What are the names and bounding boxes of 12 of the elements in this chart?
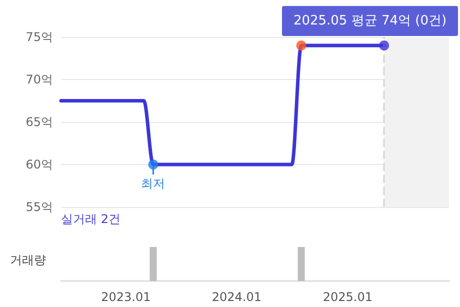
annotation: 2025.05 평균 74억 (0건) [293, 14, 447, 28]
y-tick-label: 55억 [26, 200, 53, 214]
y-tick-label: 60억 [26, 158, 53, 172]
y-tick-label: 70억 [26, 72, 53, 86]
y-tick-label: 75억 [26, 30, 53, 44]
text: 실거래 2건 [61, 212, 120, 226]
x-tick-label: 2024.01 [212, 290, 262, 304]
y-axis-title: 거래량 [10, 253, 46, 267]
x-tick-label: 2023.01 [101, 290, 151, 304]
annotation: 최저 [141, 176, 166, 190]
x-tick-label: 2025.01 [322, 290, 372, 304]
y-tick-label: 65억 [26, 115, 53, 129]
